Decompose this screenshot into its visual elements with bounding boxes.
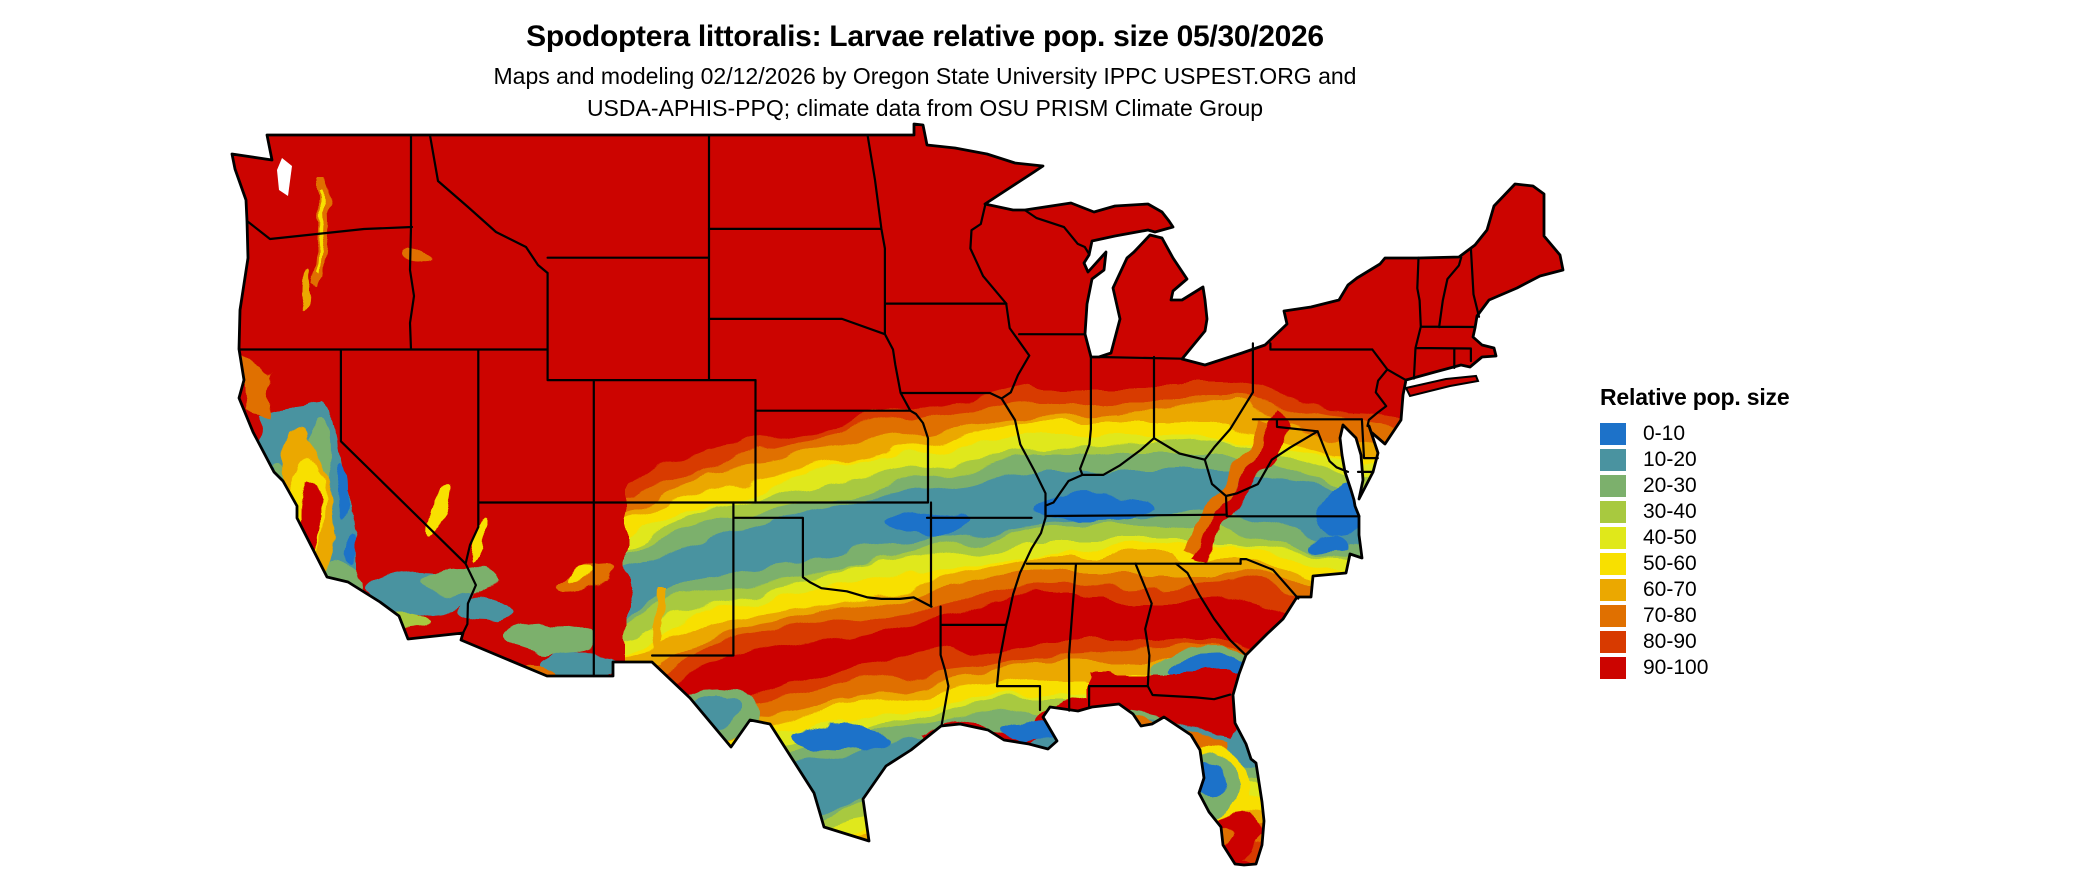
legend-swatch [1600,423,1626,445]
population-bands-layer [625,384,1445,865]
legend-swatch [1600,553,1626,575]
legend-label: 80-90 [1643,630,1697,653]
us-map-container [230,120,1566,892]
subtitle-line-2: USDA-APHIS-PPQ; climate data from OSU PR… [586,95,1264,121]
legend: Relative pop. size 0-10 10-20 20-30 30-40 40… [1600,384,1880,683]
legend-swatch [1600,579,1626,601]
legend-label: 60-70 [1643,578,1697,601]
legend-rows: 0-10 10-20 20-30 30-40 40-50 50-60 60-70 70-80 8… [1600,423,1880,679]
legend-item: 50-60 [1600,553,1880,575]
state-borders [237,134,1481,727]
map-title: Spodoptera littoralis: Larvae relative p… [526,20,1324,53]
legend-swatch [1600,631,1626,653]
legend-label: 0-10 [1643,422,1686,445]
legend-swatch [1600,527,1626,549]
legend-label: 90-100 [1643,656,1709,679]
legend-swatch [1600,449,1626,471]
legend-item: 80-90 [1600,631,1880,653]
legend-label: 20-30 [1643,474,1697,497]
subtitle-line-1: Maps and modeling 02/12/2026 by Oregon S… [493,63,1357,89]
legend-item: 30-40 [1600,501,1880,523]
long-island [1404,374,1480,398]
us-choropleth-map [230,122,1565,867]
legend-item: 40-50 [1600,527,1880,549]
legend-label: 40-50 [1643,526,1697,549]
legend-swatch [1600,657,1626,679]
legend-title: Relative pop. size [1600,384,1790,410]
legend-item: 90-100 [1600,657,1880,679]
legend-item: 10-20 [1600,449,1880,471]
legend-item: 20-30 [1600,475,1880,497]
legend-label: 30-40 [1643,500,1697,523]
legend-label: 50-60 [1643,552,1697,575]
legend-item: 60-70 [1600,579,1880,601]
legend-label: 10-20 [1643,448,1697,471]
puget-sound [277,158,292,196]
legend-label: 70-80 [1643,604,1697,627]
map-subtitle: Maps and modeling 02/12/2026 by Oregon S… [0,60,1850,124]
legend-item: 70-80 [1600,605,1880,627]
legend-swatch [1600,501,1626,523]
legend-swatch [1600,605,1626,627]
legend-swatch [1600,475,1626,497]
legend-item: 0-10 [1600,423,1880,445]
